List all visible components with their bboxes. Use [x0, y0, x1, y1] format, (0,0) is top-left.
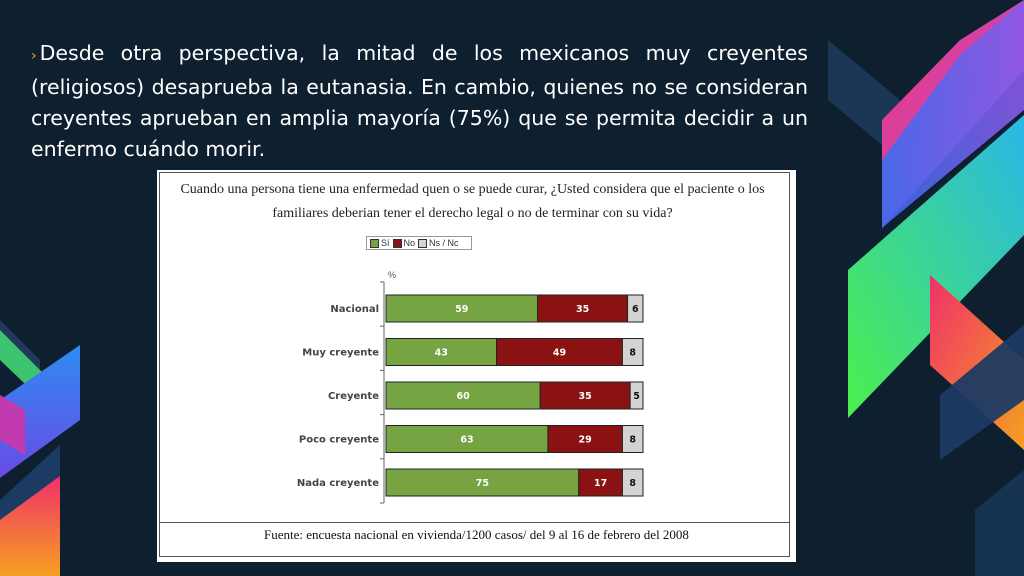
- figure-divider: [159, 522, 790, 523]
- bullet-icon: ›: [31, 48, 37, 64]
- category-label: Poco creyente: [299, 435, 379, 446]
- bar-segment: [629, 381, 644, 410]
- legend-item-si: Sí: [370, 238, 390, 248]
- stacked-bar-chart: % Nacional 59 35 6 Muy creyente 43 49 8 Creyente 6…: [297, 270, 644, 504]
- data-label: 35: [579, 391, 592, 402]
- figure-source: Fuente: encuesta nacional en vivienda/12…: [264, 527, 689, 542]
- legend-swatch-nsnc: [418, 238, 428, 248]
- category-label: Nacional: [330, 304, 379, 315]
- data-label: 5: [633, 391, 640, 402]
- bar-segment: [621, 468, 644, 497]
- data-label: 17: [594, 478, 607, 489]
- legend-item-no: No: [392, 238, 416, 248]
- data-label: 63: [460, 435, 473, 446]
- legend-item-nsnc: Ns / Nc: [418, 238, 459, 248]
- slide-body-text: › Desde otra perspectiva, la mitad de los…: [31, 38, 808, 165]
- bar-segment: [539, 381, 631, 410]
- bar-segment: [621, 338, 644, 366]
- chart-legend: Sí No Ns / Nc: [366, 236, 472, 250]
- survey-figure: Cuando una persona tiene una enfermedad …: [157, 170, 796, 562]
- bar-segment: [547, 425, 623, 453]
- legend-label-si: Sí: [381, 238, 390, 248]
- data-label: 8: [629, 478, 636, 489]
- data-label: 60: [456, 391, 470, 402]
- data-label: 29: [579, 435, 592, 446]
- bar-segment: [385, 338, 498, 366]
- category-label: Muy creyente: [302, 348, 379, 359]
- legend-label-no: No: [403, 238, 416, 248]
- unit-label: %: [388, 270, 396, 280]
- figure-title: Cuando una persona tiene una enfermedad …: [180, 182, 765, 221]
- bar-segment: [496, 338, 623, 366]
- bar-segment: [385, 294, 539, 323]
- data-label: 59: [455, 304, 468, 315]
- data-label: 75: [476, 478, 489, 489]
- bar-segment: [627, 294, 644, 323]
- bar-segment: [621, 425, 644, 453]
- slide-paragraph: Desde otra perspectiva, la mitad de los …: [31, 41, 808, 161]
- legend-swatch-no: [392, 238, 402, 248]
- category-label: Creyente: [328, 391, 379, 402]
- figure-frame: [159, 172, 790, 557]
- data-label: 43: [435, 348, 448, 359]
- data-label: 6: [632, 304, 639, 315]
- legend-swatch-si: [370, 238, 379, 248]
- category-label: Nada creyente: [297, 478, 379, 489]
- bar-segment: [385, 425, 549, 453]
- data-label: 35: [576, 304, 589, 315]
- data-label: 8: [629, 348, 636, 359]
- bar-segment: [537, 294, 629, 323]
- legend-label-nsnc: Ns / Nc: [429, 238, 459, 248]
- data-label: 49: [553, 348, 566, 359]
- data-label: 8: [629, 435, 636, 446]
- bar-segment: [578, 468, 623, 497]
